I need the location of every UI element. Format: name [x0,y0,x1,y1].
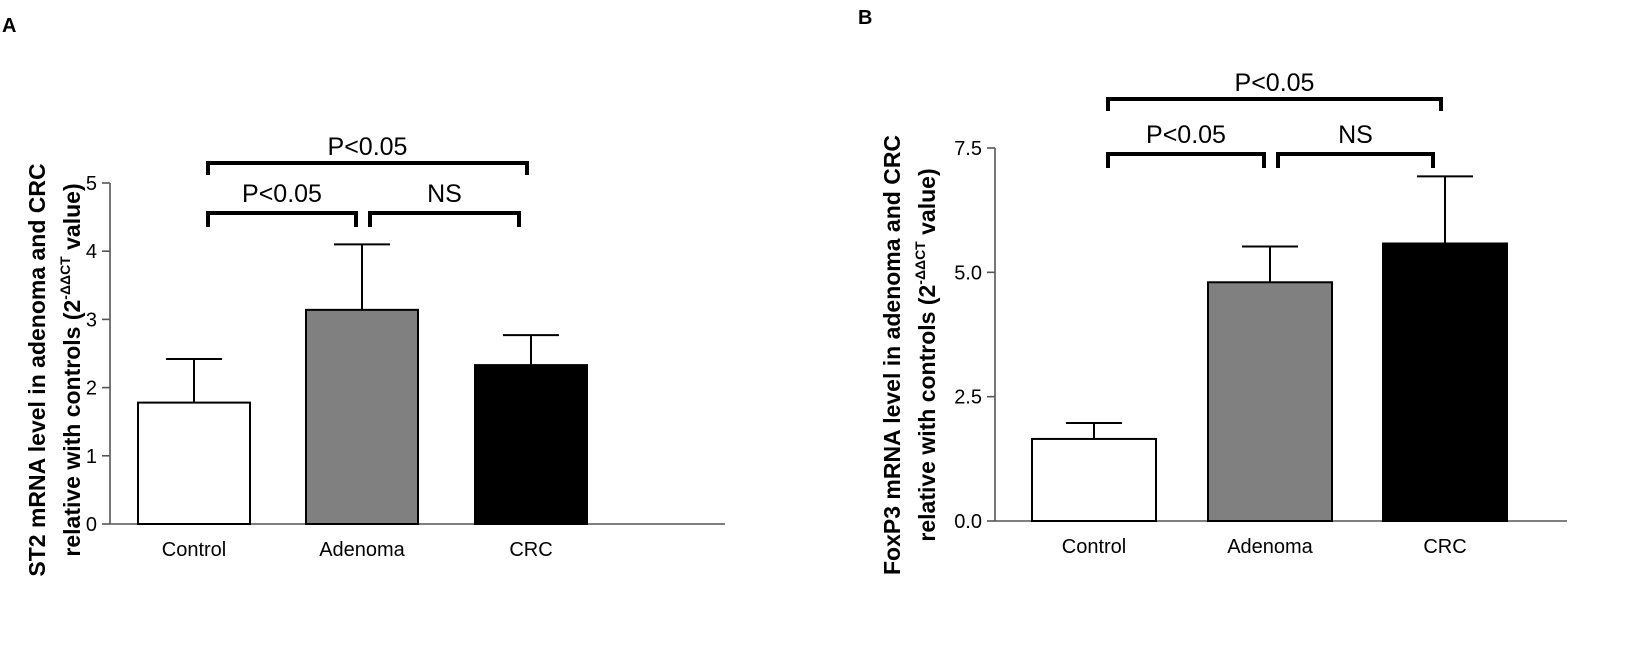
panel-b-bar-adenoma [1207,281,1333,522]
panel-b-significance-label: P<0.05 [1235,69,1315,97]
panel-a-ylabel-line2: relative with controls (2-ΔΔCT value) [57,183,85,556]
panel-b-plot-area: 0.0 2.5 5.0 7.5 Control Adenoma CRC P<0.05 NS P<0… [954,69,1567,558]
panel-b-bar-crc [1382,242,1508,522]
panel-b-significance-bracket [1106,152,1266,168]
panel-b-category-label: Control [1062,536,1126,558]
panel-b-ytick-label: 2.5 [954,387,982,409]
panel-a-ytick-label: 5 [86,173,97,195]
panel-a-ytick-label: 0 [86,514,97,536]
panel-a-bar-adenoma [305,308,419,525]
panel-a-label: A [2,15,16,37]
panel-b-ytick-label: 7.5 [954,138,982,160]
panel-a-significance-bracket [206,211,358,227]
panel-a-ytick-label: 1 [86,446,97,468]
panel-a-plot-area: 0 1 2 3 4 5 Control Adenoma CRC P<0.05 NS P<0.05 [86,133,725,561]
panel-b-category-label: Adenoma [1227,536,1313,558]
panel-a-significance-bracket [368,211,521,227]
panel-b-ylabel-line1: FoxP3 mRNA level in adenoma and CRC [879,135,905,575]
panel-a-category-label: CRC [509,539,552,561]
panel-b-label: B [858,7,872,29]
panel-a-category-label: Control [162,539,226,561]
panel-a-bar-crc [474,364,588,525]
panel-a-significance-bracket [206,161,529,175]
panel-a-bar-control [137,401,251,526]
panel-a-significance-label: NS [427,180,462,208]
panel-a-significance-label: P<0.05 [328,133,408,161]
panel-a-ytick-label: 4 [86,241,97,263]
panel-a-ytick-label: 3 [86,309,97,331]
panel-b-category-label: CRC [1423,536,1466,558]
panel-a-ytick-label: 2 [86,378,97,400]
panel-a-category-label: Adenoma [319,539,405,561]
panel-b-significance-bracket [1276,152,1435,168]
panel-b-significance-bracket [1106,97,1443,111]
panel-b-ylabel-line2: relative with controls (2-ΔΔCT value) [912,168,940,541]
panel-a-ylabel-line1: ST2 mRNA level in adenoma and CRC [24,163,50,576]
panel-b-ytick-label: 5.0 [954,262,982,284]
panel-b-ytick-label: 0.0 [954,511,982,533]
panel-a-significance-label: P<0.05 [242,180,322,208]
panel-b-significance-label: P<0.05 [1146,121,1226,149]
panel-b-significance-label: NS [1338,121,1373,149]
panel-b-bar-control [1031,437,1157,522]
